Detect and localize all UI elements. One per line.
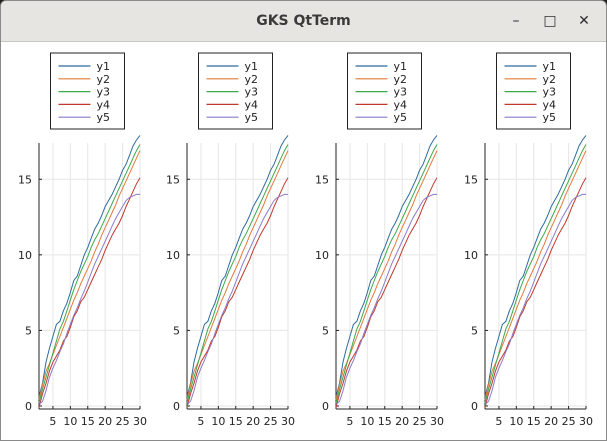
x-tick-label: 30 [133,415,147,428]
series-line-y1 [484,135,587,398]
x-tick-label: 15 [527,415,541,428]
y-tick-label: 10 [464,249,478,262]
series-line-y4 [484,177,587,408]
series-line-y1 [335,135,438,398]
x-tick-label: 5 [49,415,56,428]
y-tick-label: 15 [315,173,329,186]
series-line-y2 [335,150,438,401]
y-tick-label: 5 [471,324,478,337]
x-tick-label: 25 [562,415,576,428]
series-line-y5 [484,193,586,405]
legend-label-y5: y5 [97,111,111,124]
series-line-y1 [38,135,141,398]
y-tick-label: 15 [18,173,32,186]
series-line-y3 [186,144,289,404]
legend-label-y1: y1 [245,60,259,73]
x-tick-label: 15 [378,415,392,428]
legend-label-y3: y3 [394,86,408,99]
series-line-y2 [38,150,141,401]
y-tick-label: 15 [166,173,180,186]
x-tick-label: 15 [81,415,95,428]
x-tick-label: 5 [346,415,353,428]
series-line-y4 [186,177,289,408]
legend-label-y5: y5 [543,111,557,124]
legend-label-y2: y2 [394,73,408,86]
y-tick-label: 0 [322,400,329,413]
series-line-y5 [186,193,288,405]
x-tick-label: 30 [579,415,593,428]
y-tick-label: 5 [322,324,329,337]
series-line-y4 [38,177,141,408]
y-tick-label: 10 [18,249,32,262]
series-line-y5 [335,193,437,405]
legend-label-y4: y4 [543,98,557,111]
close-button[interactable]: ✕ [578,13,590,29]
legend-label-y3: y3 [543,86,557,99]
x-tick-label: 25 [264,415,278,428]
y-tick-label: 5 [173,324,180,337]
series-line-y3 [38,144,141,404]
x-tick-label: 20 [246,415,260,428]
x-tick-label: 5 [197,415,204,428]
legend-label-y1: y1 [97,60,111,73]
legend-label-y4: y4 [245,98,259,111]
legend-label-y4: y4 [394,98,408,111]
x-tick-label: 30 [281,415,295,428]
series-line-y3 [484,144,587,404]
legend-label-y1: y1 [543,60,557,73]
legend-label-y3: y3 [245,86,259,99]
legend-label-y5: y5 [394,111,408,124]
series-line-y1 [186,135,289,398]
maximize-button[interactable]: □ [543,13,557,29]
y-tick-label: 0 [173,400,180,413]
y-tick-label: 0 [471,400,478,413]
x-tick-label: 15 [229,415,243,428]
legend-label-y5: y5 [245,111,259,124]
series-line-y2 [484,150,587,401]
x-tick-label: 25 [116,415,130,428]
series-line-y3 [335,144,438,404]
y-tick-label: 10 [315,249,329,262]
x-tick-label: 20 [98,415,112,428]
y-tick-label: 0 [25,400,32,413]
title-bar[interactable]: GKS QtTerm – □ ✕ [1,1,606,42]
series-line-y5 [38,193,140,405]
series-line-y4 [335,177,438,408]
x-tick-label: 20 [395,415,409,428]
legend-label-y4: y4 [97,98,111,111]
x-tick-label: 10 [509,415,523,428]
legend-label-y2: y2 [245,73,259,86]
y-tick-label: 5 [25,324,32,337]
series-line-y2 [186,150,289,401]
x-tick-label: 5 [495,415,502,428]
minimize-button[interactable]: – [512,13,520,29]
y-tick-label: 10 [166,249,180,262]
x-tick-label: 10 [63,415,77,428]
x-tick-label: 10 [211,415,225,428]
legend-label-y2: y2 [97,73,111,86]
x-tick-label: 25 [413,415,427,428]
x-tick-label: 10 [360,415,374,428]
x-tick-label: 30 [430,415,444,428]
y-tick-label: 15 [464,173,478,186]
window-title: GKS QtTerm [256,13,351,29]
legend-label-y1: y1 [394,60,408,73]
legend-label-y3: y3 [97,86,111,99]
x-tick-label: 20 [544,415,558,428]
legend-label-y2: y2 [543,73,557,86]
